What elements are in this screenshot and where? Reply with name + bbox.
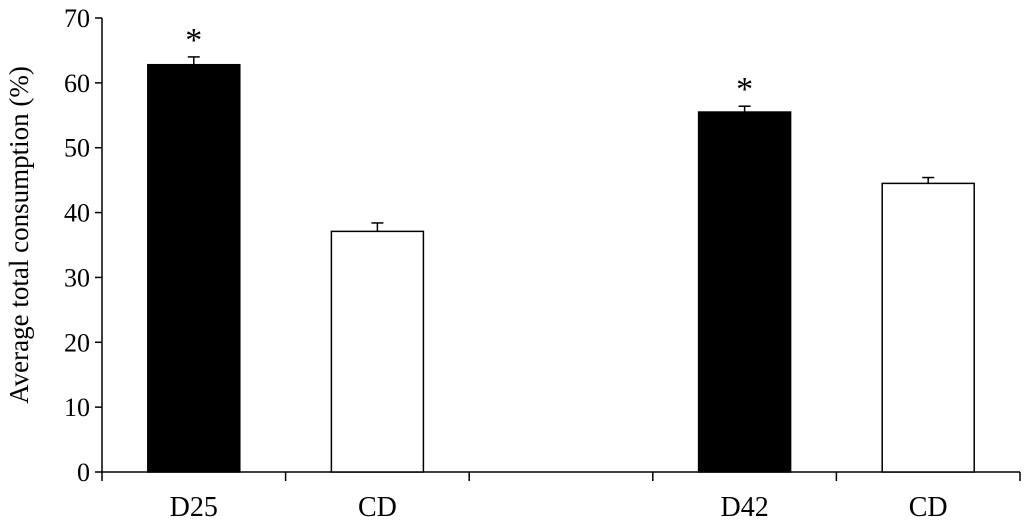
- y-tick-label: 10: [64, 393, 90, 422]
- y-tick-label: 30: [64, 263, 90, 292]
- bar: [147, 63, 241, 473]
- bars: [147, 56, 975, 473]
- y-tick-label: 40: [64, 199, 90, 228]
- y-tick-label: 60: [64, 69, 90, 98]
- x-category-label: CD: [909, 492, 948, 523]
- bar: [881, 182, 975, 473]
- significance-marker: *: [185, 22, 202, 59]
- labels: 0 10 20 30 40 50 60 70 * D25 CD * D42 CD: [64, 4, 948, 523]
- y-tick-label: 0: [77, 458, 90, 487]
- bar: [330, 230, 425, 473]
- x-category-label: D42: [720, 492, 768, 523]
- y-tick-label: 20: [64, 328, 90, 357]
- axes: [95, 17, 1021, 481]
- significance-marker: *: [736, 71, 753, 108]
- y-tick-label: 70: [64, 4, 90, 33]
- x-category-label: D25: [170, 492, 218, 523]
- y-axis-label: Average total consumption (%): [4, 66, 34, 404]
- bar: [697, 111, 792, 473]
- y-tick-label: 50: [64, 134, 90, 163]
- x-category-label: CD: [358, 492, 397, 523]
